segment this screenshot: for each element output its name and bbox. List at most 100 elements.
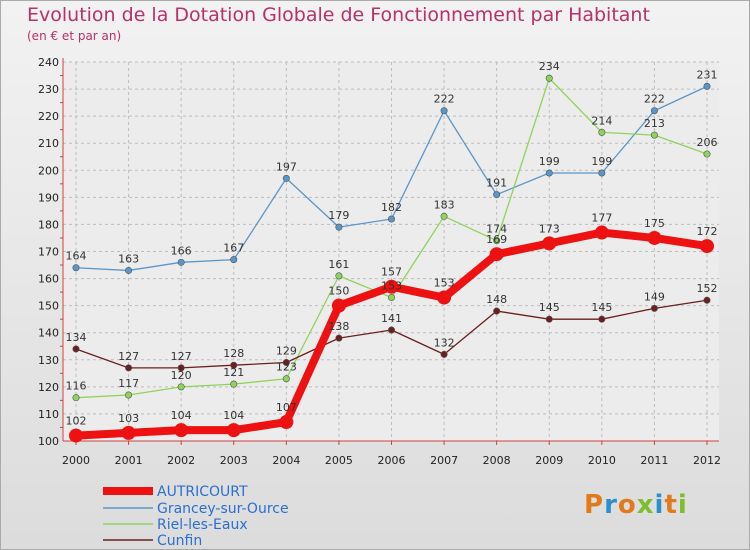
axes: 100 110 120 130 140 150 160 170 180 190 200 210 220 2… [38,56,721,467]
data-label: 166 [171,244,192,257]
data-label: 163 [118,252,139,265]
data-label: 169 [486,233,507,246]
data-point [387,215,395,223]
data-point [598,315,606,323]
data-point [545,74,553,82]
data-point [226,423,241,438]
data-label: 199 [591,155,612,168]
data-label: 149 [644,290,665,303]
data-label: 164 [66,250,87,263]
data-label: 222 [434,93,455,106]
data-point [437,290,452,305]
data-label: 145 [591,301,612,314]
data-point [650,131,658,139]
chart-title: Evolution de la Dotation Globale de Fonc… [27,4,650,26]
data-point [650,107,658,115]
data-label: 172 [697,225,718,238]
y-tick-label: 220 [38,110,59,123]
data-point [174,423,189,438]
chart-subtitle: (en € et par an) [27,29,122,43]
x-tick-label: 2010 [588,454,616,467]
y-tick-label: 210 [38,137,59,150]
data-point [230,361,238,369]
data-label: 121 [223,366,244,379]
x-tick-label: 2012 [693,454,721,467]
data-label: 145 [539,301,560,314]
x-tick-label: 2003 [220,454,248,467]
legend-label: AUTRICOURT [157,484,248,500]
data-point [493,307,501,315]
data-point [69,428,83,443]
data-label: 138 [328,320,349,333]
data-label: 153 [381,280,402,293]
data-label: 157 [381,266,402,279]
y-tick-label: 100 [38,435,59,448]
legend-label: Cunfin [157,533,202,549]
data-point [598,128,606,136]
data-label: 117 [118,377,139,390]
data-label: 104 [171,409,192,422]
data-label: 132 [434,336,455,349]
data-point [440,107,448,115]
y-tick-label: 200 [38,164,59,177]
data-point [335,272,343,280]
data-label: 174 [486,223,507,236]
data-point [650,304,658,312]
data-point [440,350,448,358]
data-point [703,150,711,158]
y-tick-label: 180 [38,218,59,231]
data-label: 234 [539,60,560,73]
data-label: 153 [434,277,455,290]
data-point [282,174,290,182]
data-point [279,415,294,430]
data-point [598,169,606,177]
y-tick-label: 110 [38,408,59,421]
x-tick-label: 2011 [640,454,668,467]
proxiti-logo: Proxiti [584,490,688,520]
data-label: 128 [223,347,244,360]
data-label: 167 [223,242,244,255]
data-point [545,169,553,177]
data-point [384,279,399,294]
data-point [703,82,711,90]
data-label: 173 [539,222,560,235]
data-label: 183 [434,198,455,211]
data-point [72,264,80,272]
data-label: 214 [591,114,612,127]
data-label: 161 [328,258,349,271]
data-point [282,375,290,383]
data-label: 175 [644,217,665,230]
data-label: 129 [276,344,297,357]
y-tick-label: 150 [38,300,59,313]
data-label: 222 [644,93,665,106]
data-label: 191 [486,177,507,190]
data-point [230,380,238,388]
data-label: 148 [486,293,507,306]
data-point [489,247,504,262]
data-point [387,294,395,302]
x-tick-label: 2007 [430,454,458,467]
x-tick-label: 2009 [535,454,563,467]
data-point [440,212,448,220]
y-tick-label: 240 [38,56,59,69]
data-point [72,345,80,353]
legend-label: Grancey-sur-Ource [157,501,289,517]
data-label: 177 [591,212,612,225]
x-tick-label: 2000 [62,454,90,467]
x-tick-label: 2008 [483,454,511,467]
data-point [387,326,395,334]
legend: AUTRICOURTGrancey-sur-OurceRiel-les-Eaux… [103,484,289,549]
data-point [177,383,185,391]
x-tick-label: 2006 [378,454,406,467]
data-point [331,298,346,313]
data-point [493,191,501,199]
data-point [72,394,80,402]
data-label: 103 [118,412,139,425]
data-point [282,358,290,366]
y-tick-label: 160 [38,273,59,286]
data-point [594,225,609,240]
series [69,74,714,443]
data-label: 213 [644,117,665,130]
data-label: 182 [381,201,402,214]
